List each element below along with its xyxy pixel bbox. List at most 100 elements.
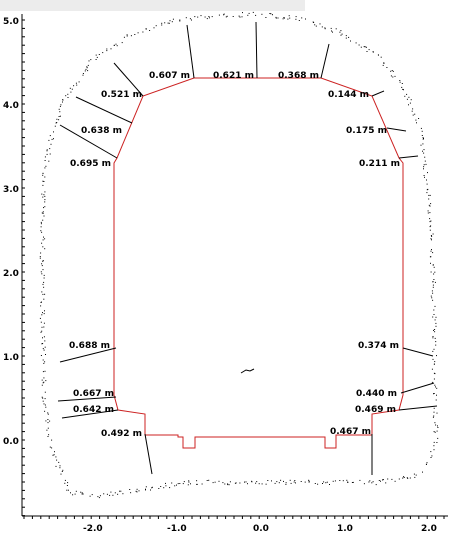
scan-point — [324, 27, 326, 29]
scan-point — [86, 67, 88, 69]
scan-point — [72, 494, 74, 496]
scan-point — [422, 150, 423, 152]
scan-point — [322, 483, 323, 484]
scan-point — [54, 451, 55, 453]
scan-point — [267, 480, 269, 481]
scan-point — [408, 104, 409, 106]
scan-point — [41, 273, 43, 275]
scan-point — [348, 36, 350, 38]
scan-point — [226, 15, 228, 17]
measurement-label: 0.695 m — [70, 159, 111, 169]
scan-point — [44, 156, 46, 158]
scan-point — [59, 467, 61, 469]
scan-point — [62, 469, 64, 471]
scan-point — [434, 422, 436, 424]
scan-point — [422, 471, 423, 473]
measurement-label: 0.175 m — [346, 126, 387, 136]
scan-point — [223, 13, 225, 15]
scan-point — [288, 15, 290, 17]
scan-point — [39, 257, 41, 259]
scan-point — [402, 477, 404, 479]
scan-point — [44, 167, 46, 169]
scan-point — [404, 95, 406, 97]
scan-point — [426, 463, 427, 465]
scan-point — [44, 199, 46, 201]
scan-point — [432, 358, 434, 360]
scan-point — [227, 483, 229, 485]
scan-point — [265, 483, 267, 485]
scan-point — [433, 309, 435, 311]
scan-point — [102, 52, 104, 54]
scan-point — [433, 363, 435, 365]
scan-point — [182, 483, 184, 485]
scan-point — [434, 384, 436, 386]
scan-point — [433, 279, 435, 280]
x-tick-label: 2.0 — [421, 524, 437, 534]
scan-point — [44, 346, 46, 348]
scan-point — [426, 179, 427, 181]
scan-point — [426, 189, 428, 191]
scan-point — [423, 138, 424, 139]
y-tick-label: 2.0 — [3, 269, 19, 279]
scan-point — [432, 292, 434, 294]
scan-point — [67, 97, 69, 98]
scan-point — [194, 16, 196, 18]
scan-point — [429, 218, 431, 220]
scan-point — [40, 252, 42, 254]
scan-point — [81, 492, 83, 494]
scan-point — [43, 313, 45, 315]
scan-point — [369, 480, 371, 482]
scan-point — [161, 24, 163, 26]
scan-point — [415, 474, 417, 476]
scan-point — [59, 115, 61, 117]
scan-point — [251, 480, 253, 482]
scan-point — [42, 269, 44, 271]
scan-point — [41, 384, 43, 386]
scan-point — [106, 48, 108, 50]
scan-point — [244, 481, 245, 483]
scan-point — [415, 119, 417, 121]
scan-point — [324, 28, 326, 30]
scan-point — [45, 380, 47, 382]
scan-point — [48, 139, 50, 141]
scan-point — [436, 394, 437, 396]
scan-point — [78, 81, 80, 83]
scan-point — [43, 298, 45, 300]
scan-point — [430, 235, 432, 236]
scan-point — [70, 492, 71, 494]
scan-point — [196, 480, 198, 482]
measurement-label: 0.469 m — [355, 405, 396, 415]
scan-point — [261, 483, 263, 485]
scan-point — [430, 256, 432, 258]
scan-point — [433, 266, 435, 268]
scan-point — [44, 201, 46, 203]
scan-point — [435, 341, 437, 343]
scan-point — [42, 239, 44, 241]
scan-point — [242, 12, 243, 14]
measurement-label: 0.638 m — [81, 126, 122, 136]
scan-point — [300, 481, 302, 482]
scan-point — [308, 480, 310, 482]
scan-point — [334, 480, 336, 482]
scan-point — [206, 18, 208, 20]
scan-point — [241, 16, 243, 18]
scan-point — [53, 454, 55, 456]
scan-point — [119, 490, 121, 492]
scan-point — [424, 160, 426, 162]
scan-point — [176, 484, 177, 486]
scan-point — [122, 493, 124, 495]
scan-point — [48, 434, 50, 436]
scan-point — [67, 93, 69, 95]
scan-point — [82, 74, 84, 76]
scan-point — [429, 221, 431, 223]
scan-point — [150, 489, 151, 491]
scan-point — [171, 21, 173, 23]
scan-point — [317, 483, 319, 485]
scan-point — [434, 373, 436, 375]
scan-point — [390, 70, 392, 72]
scan-point — [42, 211, 44, 213]
scan-point — [436, 387, 438, 389]
scan-point — [380, 480, 381, 482]
scan-point — [58, 108, 60, 110]
scan-point — [42, 196, 44, 198]
